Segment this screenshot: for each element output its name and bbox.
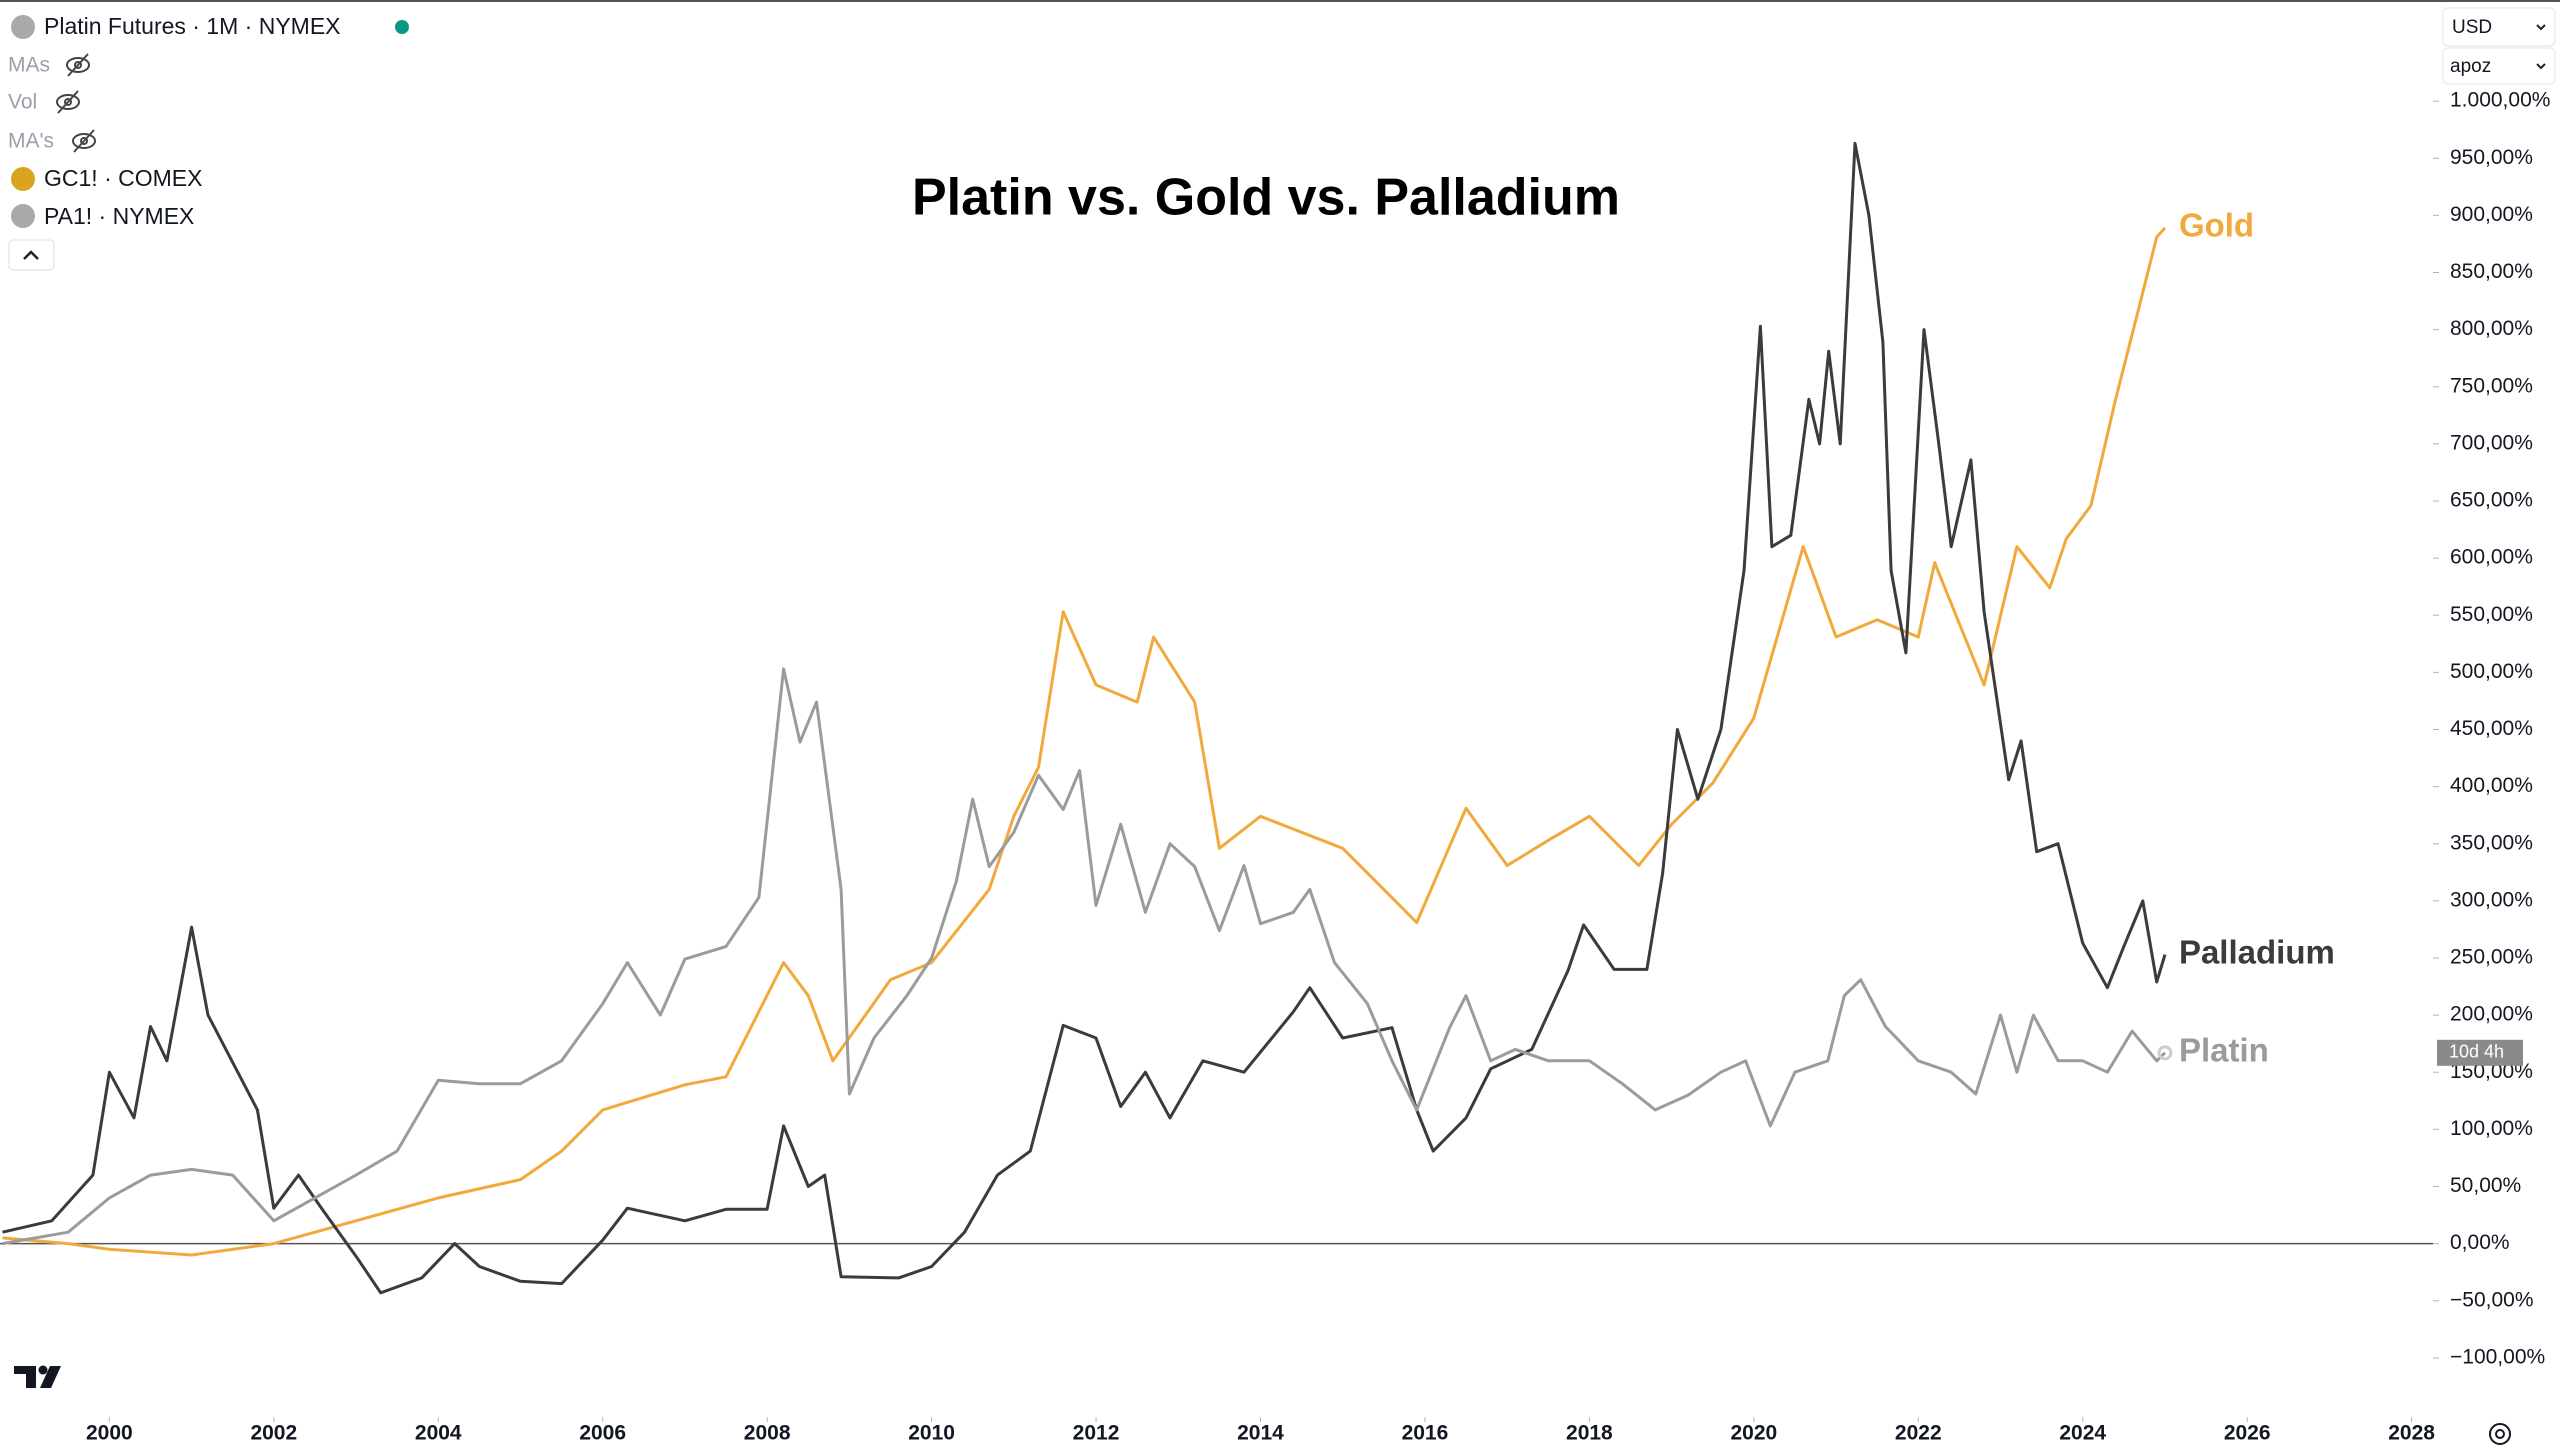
- y-tick-label: 950,00%: [2450, 146, 2533, 169]
- status-dot: [395, 20, 409, 34]
- y-tick-label: −50,00%: [2450, 1288, 2534, 1311]
- x-tick-label: 2020: [1730, 1422, 1777, 1445]
- y-tick-label: 350,00%: [2450, 831, 2533, 854]
- currency-select[interactable]: [2442, 7, 2556, 47]
- x-tick-label: 2022: [1895, 1422, 1942, 1445]
- y-tick-label: 750,00%: [2450, 374, 2533, 397]
- series-end-label: Platin: [2179, 1032, 2269, 1069]
- y-tick-label: 600,00%: [2450, 546, 2533, 569]
- y-tick-label: 800,00%: [2450, 317, 2533, 340]
- y-tick-label: 250,00%: [2450, 946, 2533, 969]
- logo-part: [40, 1366, 61, 1388]
- dropdown-icon: [2536, 63, 2546, 70]
- y-tick-label: 850,00%: [2450, 260, 2533, 283]
- countdown-badge: [2437, 1039, 2523, 1066]
- x-tick-label: 2004: [415, 1422, 462, 1445]
- y-tick-label: 900,00%: [2450, 203, 2533, 226]
- currency-label: USD: [2452, 17, 2492, 38]
- hidden-icon[interactable]: [72, 129, 96, 153]
- x-tick-label: 2006: [579, 1422, 626, 1445]
- x-tick-label: 2002: [250, 1422, 297, 1445]
- legend: Platin Futures · 1M · NYMEX MAs Vol MA's…: [8, 13, 409, 271]
- settings-icon[interactable]: [2489, 1423, 2511, 1445]
- y-tick-label: 50,00%: [2450, 1174, 2521, 1197]
- y-tick-label: 100,00%: [2450, 1117, 2533, 1140]
- logo-part: [26, 1366, 36, 1388]
- countdown-label: 10d 4h: [2449, 1042, 2504, 1062]
- x-tick-label: 2014: [1237, 1422, 1284, 1445]
- legend-mas[interactable]: MA's: [8, 130, 54, 153]
- logo-part: [38, 1365, 48, 1375]
- last-point-marker: [2157, 1045, 2173, 1061]
- legend-vol[interactable]: Vol: [8, 91, 37, 114]
- y-tick-label: 500,00%: [2450, 660, 2533, 683]
- hidden-icon[interactable]: [66, 53, 90, 77]
- tradingview-logo: [14, 1365, 61, 1388]
- dropdown-icon: [2536, 24, 2546, 31]
- series-end-label: Palladium: [2179, 933, 2335, 970]
- legend-main[interactable]: Platin Futures · 1M · NYMEX: [44, 13, 341, 39]
- x-tick-label: 2008: [744, 1422, 791, 1445]
- collapse-button[interactable]: [8, 239, 55, 271]
- scale-select[interactable]: [2442, 47, 2556, 85]
- series-line: [2, 141, 2167, 1295]
- scale-label: apoz: [2450, 56, 2491, 77]
- hidden-icon[interactable]: [56, 90, 80, 114]
- collapse-icon: [23, 250, 39, 260]
- x-tick-label: 2012: [1073, 1422, 1120, 1445]
- legend-palladium[interactable]: PA1! · NYMEX: [44, 203, 194, 229]
- x-tick-label: 2000: [86, 1422, 133, 1445]
- symbol-icon: [11, 204, 35, 228]
- x-tick-label: 2016: [1402, 1422, 1449, 1445]
- x-tick-label: 2024: [2059, 1422, 2106, 1445]
- legend-ma[interactable]: MAs: [8, 54, 50, 77]
- legend-gold[interactable]: GC1! · COMEX: [44, 165, 202, 191]
- symbol-icon: [11, 167, 35, 191]
- y-tick-label: 550,00%: [2450, 603, 2533, 626]
- series-end-label: Gold: [2179, 207, 2254, 244]
- x-tick-label: 2028: [2388, 1422, 2435, 1445]
- y-tick-label: 650,00%: [2450, 489, 2533, 512]
- series-line: [2, 667, 2167, 1246]
- y-tick-label: 700,00%: [2450, 431, 2533, 454]
- gear-inner: [2495, 1429, 2505, 1439]
- gear-outer: [2489, 1423, 2511, 1445]
- y-tick-label: 300,00%: [2450, 888, 2533, 911]
- y-tick-label: 0,00%: [2450, 1231, 2510, 1254]
- logo-part: [14, 1366, 36, 1374]
- y-tick-label: 200,00%: [2450, 1003, 2533, 1026]
- x-tick-label: 2026: [2224, 1422, 2271, 1445]
- x-tick-label: 2018: [1566, 1422, 1613, 1445]
- series-layer: [0, 141, 2433, 1295]
- y-tick-label: 1.000,00%: [2450, 89, 2550, 112]
- series-line: [2, 226, 2167, 1257]
- scale-controls: USD apoz: [2442, 7, 2556, 85]
- chart-title: Platin vs. Gold vs. Palladium: [912, 169, 1620, 227]
- x-tick-label: 2010: [908, 1422, 955, 1445]
- symbol-icon: [11, 15, 35, 39]
- y-tick-label: 450,00%: [2450, 717, 2533, 740]
- y-tick-label: −100,00%: [2450, 1345, 2545, 1368]
- y-tick-label: 400,00%: [2450, 774, 2533, 797]
